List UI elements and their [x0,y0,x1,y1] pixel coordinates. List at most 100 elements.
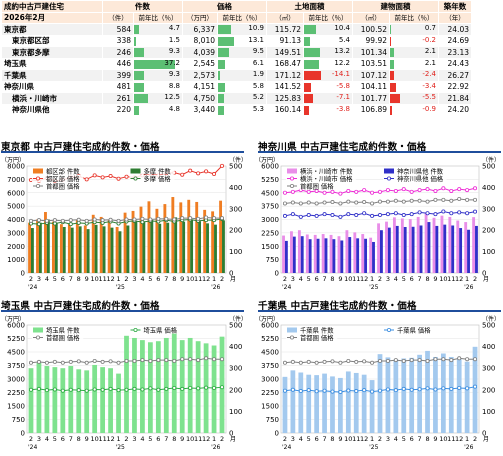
price-point [124,217,129,222]
count-bar [54,223,58,273]
x-tick-label: 8 [77,275,81,283]
land-yoy-value: 13.2 [334,47,350,55]
price-point [433,197,438,202]
x-tick-label: 12 [202,435,210,443]
legend-bg [286,326,338,334]
price-point [44,218,49,223]
land-value: 125.83 [266,92,304,105]
unit-price: （万円） [182,11,218,24]
legend-marker [290,183,295,188]
price-point [306,189,311,194]
price-yoy-value: 10.9 [248,24,264,32]
price-point [204,356,209,361]
price-point [108,174,113,179]
count-bar [214,224,217,273]
y2-tick-label: 300 [482,365,495,373]
price-point [282,201,287,206]
price-point [346,388,351,393]
building-yoy-cell: 2.1 [389,57,439,70]
price-point [290,387,295,392]
land-yoy-bar [304,82,311,92]
title-rule [1,151,244,153]
price-point [116,176,121,181]
count-bar [60,368,66,433]
legend-marker [133,327,138,332]
count-bar [395,225,399,273]
count-bar [51,221,55,273]
land-yoy-bar [304,71,321,80]
count-bar [116,373,121,433]
count-bar [377,354,383,433]
price-point [409,212,414,217]
price-point [378,213,383,218]
y-unit-label: （万円） [255,157,279,164]
legend-marker [36,183,41,188]
price-point [457,210,462,215]
table-row: 横浜・川崎市 261 12.5 4,750 5.2 125.83 -7.1 101.77 -5.… [1,92,472,105]
kanagawa-chart: 0750150022503000375045005250600001002003… [255,156,500,291]
price-point [188,386,193,391]
land-yoy-bar [304,105,309,115]
legend-swatch [130,168,141,174]
price-point [378,388,383,393]
land-value: 168.47 [266,57,304,70]
count-bar [68,366,74,433]
y-tick-label: 3750 [261,203,279,211]
legend-label: 神奈川県他 価格 [397,174,444,183]
price-point [385,199,390,204]
price-point [322,212,327,217]
x-tick-label: 2 [124,275,128,283]
table-row: 東京都 584 4.7 6,337 10.9 115.72 10.4 100.52 0.7 24.… [1,23,472,36]
year-label: '26 [464,284,473,291]
legend-label: 首都圏 価格 [300,333,334,342]
age-value: 22.92 [438,80,472,93]
count-bar [392,217,396,273]
x-tick-label: 2 [473,275,477,283]
table-row: 神奈川県 481 8.8 4,151 5.8 141.52 -5.8 104.11 -3.4 22… [1,80,472,93]
chart-title-tokyo: 東京都 中古戸建住宅成約件数・価格 [1,142,160,153]
building-yoy-value: -0.2 [422,35,436,44]
legend-bg [32,326,84,334]
building-yoy-bar [390,94,400,103]
land-yoy-cell: -7.1 [303,92,353,105]
price-point [282,190,287,195]
price-point [290,212,295,217]
legend-label: 埼玉県 価格 [144,325,178,334]
count-bar [408,219,412,273]
x-tick-label: 7 [322,435,326,443]
building-value: 103.51 [352,57,390,70]
price-yoy-bar [218,71,221,80]
count-bar [140,340,145,433]
price-yoy-bar [218,82,225,92]
building-yoy-value: 2.1 [424,47,436,55]
table-row: 埼玉県 446 37.2 2,545 6.1 168.47 12.2 103.51 2.1 24.… [1,57,472,70]
chiba-chart: 0750150022503000375045005250600001002003… [255,315,500,451]
count-yoy-cell: 1.5 [133,34,183,47]
count-yoy-value: 4.8 [168,104,180,113]
price-yoy-value: 13.1 [248,35,264,44]
count-bar [179,202,183,273]
y-tick-label: 3000 [261,376,279,384]
price-yoy-bar [218,59,226,69]
price-point [180,172,185,177]
y2-tick-label: 300 [229,205,242,213]
count-bar [298,372,304,433]
price-point [298,201,303,206]
legend-swatch [33,327,43,333]
legend-marker [133,176,138,181]
price-point [108,359,113,364]
land-yoy-value: -7.1 [336,93,350,101]
price-value: 3,440 [182,103,218,116]
land-yoy-value: 12.2 [334,58,350,67]
legend-label: 都区部 件数 [46,166,80,175]
price-point [385,359,390,364]
row-label: 東京都多摩 [1,46,103,59]
count-bar [67,223,71,273]
count-bar [345,230,349,273]
count-bar [44,366,50,433]
count-bar [348,237,352,273]
price-point [164,386,169,391]
x-tick-label: 4 [140,275,144,283]
price-point [132,386,137,391]
x-tick-label: 9 [85,275,89,283]
